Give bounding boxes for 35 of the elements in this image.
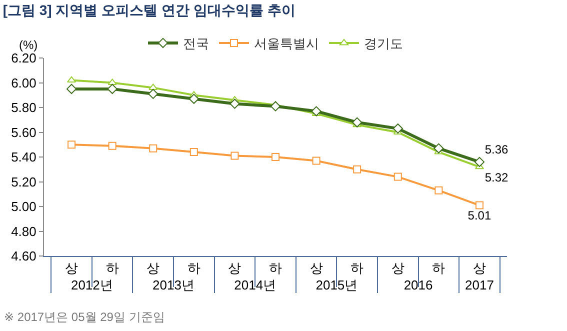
x-tick-label: 하 [432,260,446,276]
x-tick-label: 하 [350,260,364,276]
x-tick-label: 상 [391,260,404,276]
text: 5.80 [11,100,36,116]
text: 2013년 [152,278,194,293]
text: ※ 2017년은 05월 29일 기준임 [4,310,165,324]
text: 5.20 [11,174,36,190]
text: 6.00 [11,75,36,90]
text: 2015년 [316,278,358,293]
x-tick-label: 상 [228,260,242,276]
text: 5.00 [11,199,36,214]
x-tick-label: 상 [310,260,323,276]
x-tick-label: 상 [146,260,160,276]
x-tick-label: 하 [106,260,119,276]
x-tick-label: 하 [187,260,200,276]
legend-label: 전국 [183,36,209,52]
data-label: 5.36 [484,142,509,157]
x-tick-label: 하 [269,260,282,276]
text: 2017 [465,278,494,293]
text: 4.80 [11,224,36,239]
text: 6.20 [11,50,36,66]
legend-label: 경기도 [364,36,403,52]
text: 2012년 [70,278,113,293]
text: 2014년 [234,278,276,293]
x-tick-label: 상 [65,260,78,276]
chart-title: [그림 3] 지역별 오피스텔 연간 임대수익률 추이 [2,2,296,18]
text: 2016 [404,278,433,293]
y-axis-title: (%) [19,38,38,52]
data-label: 5.32 [484,170,509,184]
text: 5.60 [11,124,36,140]
text: 5.40 [11,150,36,165]
data-label: 5.01 [468,208,492,223]
legend-label: 서울특별시 [254,36,319,52]
x-tick-label: 상 [472,260,486,276]
text: 4.60 [11,248,36,264]
